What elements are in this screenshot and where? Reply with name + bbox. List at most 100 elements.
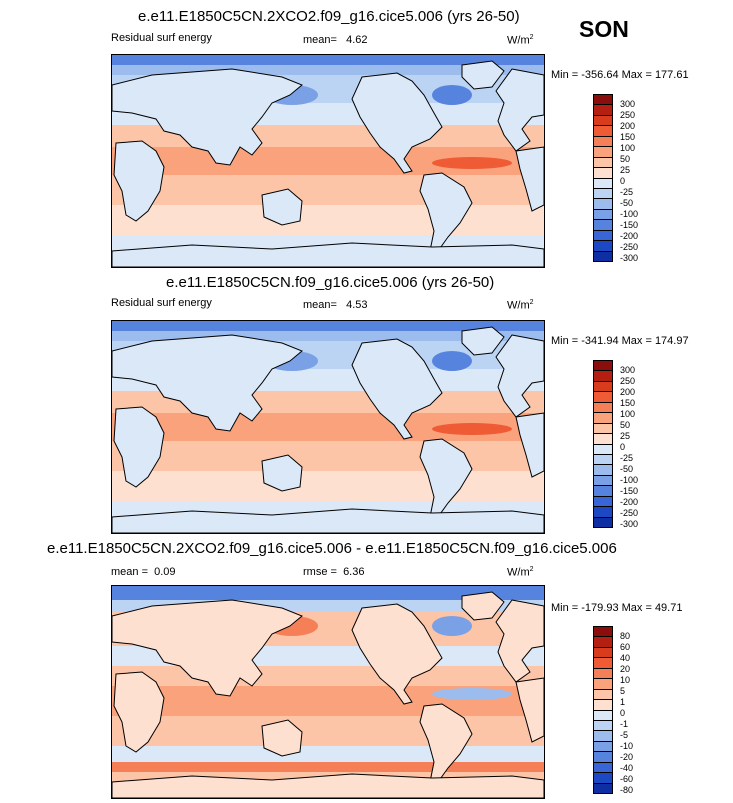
- coastline: [112, 68, 303, 166]
- coastline: [515, 146, 544, 212]
- field-band: [112, 666, 544, 686]
- field-anomaly: [432, 157, 512, 169]
- field-anomaly: [432, 423, 512, 435]
- panel1-map-field: [112, 55, 544, 267]
- colorbar-swatch: [594, 105, 612, 116]
- panel2-title: e.e11.E1850C5CN.f09_g16.cice5.006 (yrs 2…: [166, 274, 495, 291]
- colorbar-swatch: [594, 741, 612, 753]
- field-band: [112, 586, 544, 600]
- colorbar-swatch: [594, 423, 612, 435]
- colorbar-swatch: [594, 627, 612, 638]
- coastline: [461, 326, 505, 356]
- panel3-mean: mean = 0.09: [111, 566, 176, 578]
- panel1-units: W/m2: [507, 34, 534, 47]
- colorbar-swatch: [594, 413, 612, 424]
- coastline: [419, 438, 473, 518]
- colorbar-swatch: [594, 209, 612, 221]
- colorbar-swatch: [594, 465, 612, 476]
- panel1-variable: Residual surf energy: [111, 32, 212, 44]
- coastline: [261, 719, 303, 757]
- coastline: [515, 412, 544, 478]
- colorbar-swatch: [594, 783, 612, 793]
- panel3-minmax: Min = -179.93 Max = 49.71: [551, 602, 683, 614]
- colorbar-swatch: [594, 710, 612, 721]
- field-band: [112, 716, 544, 746]
- panel1-mean: mean= 4.62: [303, 34, 368, 46]
- field-anomaly: [432, 351, 472, 371]
- colorbar-swatch: [594, 188, 612, 200]
- panel3-title: e.e11.E1850C5CN.2XCO2.f09_g16.cice5.006 …: [47, 540, 617, 557]
- coastline: [112, 334, 303, 432]
- coastline: [112, 242, 544, 267]
- colorbar-swatch: [594, 392, 612, 403]
- panel2-units: W/m2: [507, 299, 534, 312]
- panel2-colorbar-labels: 300 250 200 150 100 50 25 0 -25 -50 -100…: [620, 365, 639, 529]
- coastline: [461, 60, 505, 90]
- colorbar-swatch: [594, 658, 612, 669]
- panel2-mean: mean= 4.53: [303, 299, 368, 311]
- field-band: [112, 441, 544, 471]
- field-band: [112, 331, 544, 341]
- field-band: [112, 55, 544, 65]
- colorbar-swatch: [594, 454, 612, 466]
- colorbar-swatch: [594, 361, 612, 372]
- colorbar-swatch: [594, 434, 612, 445]
- field-band: [112, 205, 544, 235]
- colorbar-swatch: [594, 199, 612, 210]
- colorbar-swatch: [594, 486, 612, 497]
- coastline: [495, 599, 544, 683]
- panel1-colorbar-labels: 300 250 200 150 100 50 25 0 -25 -50 -100…: [620, 99, 639, 263]
- coastline: [113, 406, 165, 488]
- colorbar-swatch: [594, 689, 612, 701]
- colorbar-swatch: [594, 773, 612, 784]
- panel3-units: W/m2: [507, 566, 534, 579]
- field-band: [112, 762, 544, 772]
- panel2-map-field: [112, 321, 544, 533]
- colorbar-swatch: [594, 136, 612, 148]
- panel1-minmax: Min = -356.64 Max = 177.61: [551, 69, 689, 81]
- colorbar-swatch: [594, 720, 612, 732]
- colorbar-swatch: [594, 496, 612, 508]
- panel2-minmax: Min = -341.94 Max = 174.97: [551, 335, 689, 347]
- panel2-variable: Residual surf energy: [111, 297, 212, 309]
- coastline: [515, 677, 544, 743]
- coastline: [351, 72, 443, 174]
- panel3-map-field: [112, 586, 544, 798]
- colorbar-swatch: [594, 731, 612, 742]
- colorbar-swatch: [594, 147, 612, 158]
- colorbar-swatch: [594, 637, 612, 648]
- field-band: [112, 321, 544, 331]
- field-anomaly: [432, 85, 472, 105]
- field-band: [112, 746, 544, 762]
- colorbar-swatch: [594, 241, 612, 252]
- panel1-title: e.e11.E1850C5CN.2XCO2.f09_g16.cice5.006 …: [138, 8, 520, 25]
- field-band: [112, 175, 544, 205]
- field-anomaly: [432, 688, 512, 700]
- field-anomaly: [432, 616, 472, 636]
- colorbar-swatch: [594, 402, 612, 414]
- colorbar-swatch: [594, 668, 612, 680]
- season-label: SON: [579, 16, 629, 42]
- colorbar-swatch: [594, 381, 612, 393]
- colorbar-swatch: [594, 178, 612, 189]
- panel2-colorbar: [593, 360, 613, 528]
- colorbar-swatch: [594, 230, 612, 242]
- colorbar-swatch: [594, 126, 612, 137]
- field-band: [112, 471, 544, 501]
- panel3-colorbar-labels: 80 60 40 20 10 5 1 0 -1 -5 -10 -20 -40 -…: [620, 631, 634, 795]
- colorbar-swatch: [594, 371, 612, 382]
- colorbar-swatch: [594, 95, 612, 106]
- colorbar-swatch: [594, 762, 612, 774]
- colorbar-swatch: [594, 507, 612, 518]
- coastline: [112, 508, 544, 533]
- panel3-map: [111, 585, 545, 799]
- panel1-map: [111, 54, 545, 268]
- panel1-colorbar: [593, 94, 613, 262]
- colorbar-swatch: [594, 517, 612, 527]
- colorbar-swatch: [594, 679, 612, 690]
- coastline: [351, 603, 443, 705]
- colorbar-swatch: [594, 444, 612, 455]
- coastline: [261, 454, 303, 492]
- coastline: [419, 172, 473, 252]
- panel3-rmse: rmse = 6.36: [303, 566, 365, 578]
